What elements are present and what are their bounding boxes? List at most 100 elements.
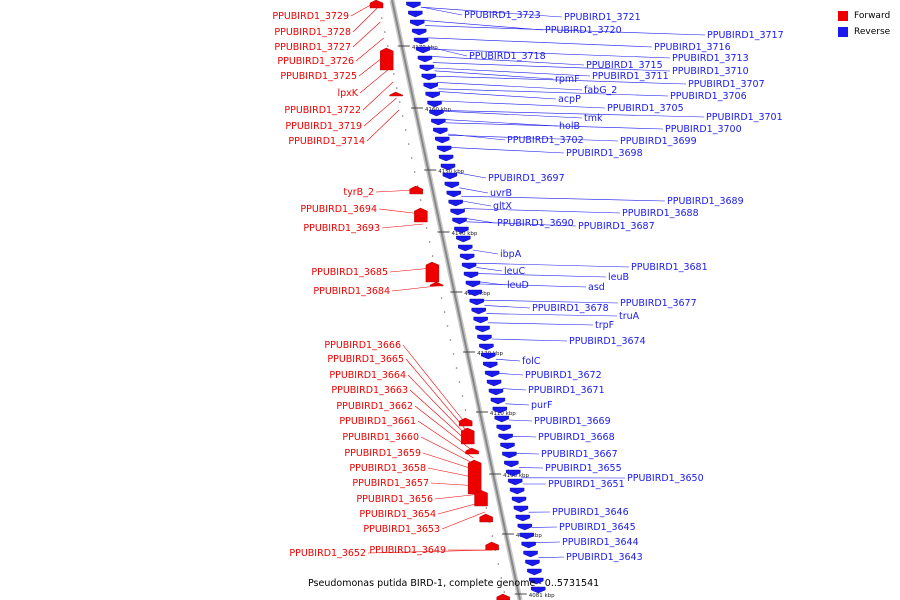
forward-gene [414, 207, 428, 223]
reverse-gene-label: PPUBIRD1_3698 [566, 148, 643, 159]
reverse-gene [429, 109, 444, 117]
reverse-leader [438, 91, 557, 100]
scale-label: 4110 kbp [490, 411, 516, 417]
reverse-gene-label: PPUBIRD1_3655 [545, 463, 622, 474]
reverse-leader [488, 322, 594, 326]
reverse-gene [479, 343, 494, 351]
forward-leader [417, 420, 474, 459]
guide-dot [401, 115, 404, 117]
forward-leader [363, 97, 397, 127]
reverse-gene-label: PPUBIRD1_3702 [507, 135, 584, 146]
reverse-leader [483, 299, 619, 304]
guide-dot [384, 31, 386, 33]
reverse-gene [498, 433, 513, 441]
forward-gene-label: PPUBIRD1_3663 [331, 385, 408, 396]
forward-gene [425, 261, 440, 283]
reverse-gene [488, 388, 504, 396]
forward-leader [422, 452, 476, 471]
forward-gene [409, 185, 423, 195]
scale-label: 4081 kbp [529, 593, 555, 599]
reverse-leader [465, 218, 496, 224]
scale-label: 4150 kbp [438, 169, 464, 175]
reverse-gene-label: PPUBIRD1_3718 [469, 51, 546, 62]
scale-label: 4100 kbp [503, 473, 529, 479]
reverse-gene [417, 55, 433, 63]
reverse-gene-label: PPUBIRD1_3644 [562, 537, 639, 548]
reverse-gene-label: PPUBIRD1_3720 [545, 25, 622, 36]
reverse-gene-label: PPUBIRD1_3651 [548, 479, 625, 490]
forward-leader [420, 436, 475, 465]
reverse-gene-label: PPUBIRD1_3671 [528, 385, 605, 396]
reverse-gene [421, 73, 436, 81]
guide-dot [503, 591, 506, 593]
reverse-gene-label: rpmF [555, 74, 580, 85]
guide-dot [464, 409, 467, 411]
forward-leader [352, 7, 378, 33]
reverse-gene [423, 82, 438, 90]
reverse-gene [525, 559, 540, 567]
forward-leader [430, 482, 480, 487]
reverse-gene [456, 235, 471, 243]
reverse-leader [538, 556, 565, 559]
guide-dot [455, 367, 458, 369]
reverse-gene [492, 406, 508, 414]
reverse-gene [459, 253, 475, 261]
reverse-gene-label: leuC [504, 266, 526, 277]
reverse-leader [436, 82, 583, 91]
reverse-gene [511, 496, 527, 504]
forward-gene-label: PPUBIRD1_3728 [274, 27, 351, 38]
guide-dot [443, 311, 446, 313]
reverse-gene-label: tmk [584, 113, 603, 124]
reverse-gene-label: PPUBIRD1_3688 [622, 208, 699, 219]
reverse-gene [515, 514, 531, 522]
reverse-gene-label: PPUBIRD1_3701 [706, 112, 783, 123]
reverse-leader [440, 100, 606, 109]
reverse-gene-label: PPUBIRD1_3707 [688, 79, 765, 90]
reverse-gene-label: PPUBIRD1_3667 [541, 449, 618, 460]
forward-leader [409, 389, 471, 445]
forward-gene-label: PPUBIRD1_3684 [313, 286, 390, 297]
forward-leader [367, 549, 493, 554]
reverse-gene [450, 208, 465, 216]
reverse-leader [516, 453, 540, 455]
forward-leader [389, 267, 433, 273]
forward-leader [441, 511, 485, 530]
forward-gene-label: PPUBIRD1_3693 [303, 223, 380, 234]
reverse-leader [420, 6, 463, 16]
reverse-leader [443, 110, 583, 119]
forward-gene-label: PPUBIRD1_3664 [329, 370, 406, 381]
forward-gene-label: PPUBIRD1_3661 [339, 416, 416, 427]
guide-dot [410, 157, 413, 159]
guide-dot [440, 297, 443, 299]
reverse-gene [461, 262, 477, 270]
forward-gene [485, 541, 499, 551]
reverse-gene-label: PPUBIRD1_3716 [654, 42, 731, 53]
reverse-gene [529, 577, 544, 585]
forward-gene [429, 281, 444, 287]
guide-dot [452, 353, 455, 355]
reverse-leader [505, 403, 530, 406]
reverse-leader [435, 75, 687, 85]
reverse-gene [425, 91, 440, 99]
guide-dot [500, 577, 503, 579]
guide-dot [431, 255, 434, 257]
reverse-gene-label: asd [588, 282, 605, 293]
forward-gene-label: PPUBIRD1_3714 [288, 136, 365, 147]
forward-leader [381, 223, 424, 229]
reverse-gene [469, 298, 484, 306]
reverse-gene-label: purF [531, 400, 552, 411]
reverse-leader [512, 435, 537, 438]
reverse-gene [410, 19, 425, 27]
reverse-leader [495, 358, 521, 362]
reverse-leader [434, 70, 554, 80]
legend: Forward Reverse [838, 9, 898, 41]
reverse-gene [500, 442, 515, 450]
reverse-gene-label: ibpA [500, 249, 522, 260]
guide-dot [381, 17, 383, 19]
guide-dot [425, 227, 428, 229]
forward-gene-label: PPUBIRD1_3666 [324, 340, 401, 351]
forward-gene-label: PPUBIRD1_3665 [327, 354, 404, 365]
forward-gene [479, 513, 493, 523]
guide-dot [387, 45, 389, 47]
forward-gene-label: PPUBIRD1_3694 [300, 204, 377, 215]
